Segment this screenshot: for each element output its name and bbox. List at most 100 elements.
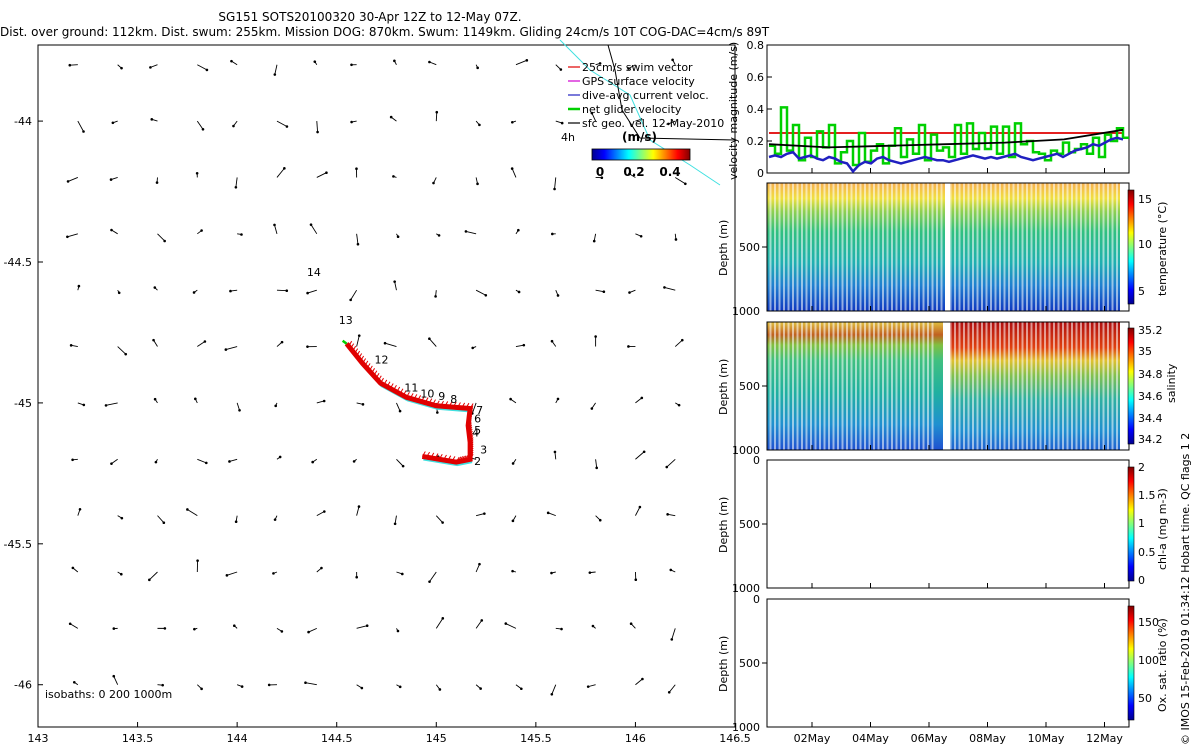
geo-velocity-vector-head <box>556 397 560 401</box>
geo-velocity-vector-head <box>232 624 236 628</box>
swim-vector <box>434 453 439 459</box>
swim-vector <box>459 456 464 462</box>
swim-vector <box>380 377 384 384</box>
geo-velocity-vector-head <box>389 115 393 119</box>
swim-vector <box>469 434 474 441</box>
swim-vector <box>469 443 474 449</box>
map-xtick-label: 144 <box>227 732 248 745</box>
swim-vector <box>364 360 369 367</box>
swim-vector <box>371 368 375 374</box>
salinity-cbar-tick-34-2: 34.2 <box>1138 433 1163 446</box>
geo-velocity-vector <box>308 627 317 633</box>
geo-velocity-vector-head <box>240 685 244 688</box>
geo-velocity-vector-head <box>638 505 642 509</box>
colorbar-units-label: (m/s) <box>622 130 657 144</box>
geo-velocity-vector-head <box>484 293 488 297</box>
geo-velocity-vector <box>157 515 165 524</box>
oxygen-ytick-label-0: 0 <box>753 593 760 606</box>
geo-velocity-vector-head <box>234 185 238 189</box>
geo-velocity-vector-head <box>640 396 644 400</box>
geo-velocity-vector-head <box>591 624 595 628</box>
geo-velocity-vector-head <box>674 238 678 241</box>
geo-velocity-vector <box>664 286 676 291</box>
date-tick-label: 04May <box>852 732 889 745</box>
figure-title-line-2: Dist. over ground: 112km. Dist. swum: 25… <box>0 25 770 39</box>
chla-y-label: Depth (m) <box>717 497 730 553</box>
geo-velocity-vector-head <box>600 176 604 180</box>
track-day-label: 5 <box>474 424 481 437</box>
swim-vector <box>393 384 397 391</box>
geo-velocity-vector-head <box>111 121 115 125</box>
geo-velocity-vector-head <box>124 352 128 356</box>
geo-velocity-vector-head <box>149 66 152 69</box>
geo-velocity-vector-head <box>464 230 468 233</box>
temperature-colorbar <box>1127 189 1135 305</box>
swim-vector <box>468 430 473 437</box>
geo-velocity-vector <box>67 177 78 182</box>
geo-velocity-vector-head <box>104 404 108 407</box>
map-ytick-label: -46 <box>14 679 32 692</box>
chla-colorbar <box>1127 466 1135 582</box>
geo-velocity-vector-head <box>471 346 474 350</box>
geo-velocity-vector-head <box>553 187 556 191</box>
geo-velocity-vector-head <box>590 407 594 410</box>
salinity-cbar-tick-34-6: 34.6 <box>1138 390 1163 403</box>
track-day-label: 11 <box>404 382 418 395</box>
geo-velocity-vector-head <box>509 397 512 401</box>
swim-vector <box>468 424 473 430</box>
geo-velocity-vector-head <box>393 280 396 283</box>
swim-vector <box>368 365 373 372</box>
geo-velocity-vector-head <box>671 58 674 62</box>
velocity-series-dive-avg <box>768 136 1124 174</box>
swim-vector <box>405 392 410 398</box>
swim-vector <box>383 379 388 386</box>
legend-sfc-geo-velocity: sfc geo. vel. 12-May-2010 <box>582 117 724 130</box>
geo-velocity-vector-head <box>480 619 484 622</box>
swim-vector <box>469 405 474 411</box>
salinity-section-panel: 500 1000 Depth (m) 34.2 34.4 34.6 34.8 3… <box>717 321 1178 457</box>
track-day-label: 9 <box>438 390 445 403</box>
geo-velocity-vector-head <box>68 63 72 67</box>
geo-velocity-vector-head <box>304 681 307 685</box>
salinity-cbar-tick-34-4: 34.4 <box>1138 412 1163 425</box>
geo-velocity-vector-head <box>517 290 521 294</box>
figure-title-line-1: SG151 SOTS20100320 30-Apr 12Z to 12-May … <box>218 10 522 24</box>
geo-velocity-vector <box>635 397 643 404</box>
swim-vector <box>420 396 425 402</box>
geo-velocity-vector-head <box>667 690 671 694</box>
geo-velocity-vector <box>548 512 556 517</box>
geo-velocity-vector-head <box>684 182 687 186</box>
geo-velocity-vector <box>197 458 207 464</box>
date-tick-label: 10May <box>1028 732 1065 745</box>
geo-velocity-vector-head <box>110 228 113 232</box>
geo-velocity-vector-head <box>553 450 557 454</box>
swim-vector <box>469 447 474 454</box>
geo-velocity-vector-head <box>322 399 326 403</box>
geo-velocity-vector <box>305 682 317 686</box>
geo-velocity-vector-head <box>204 461 208 465</box>
date-tick-label: 02May <box>794 732 831 745</box>
geo-velocity-vector-head <box>401 572 404 576</box>
swim-vector <box>448 401 453 408</box>
geostrophic-velocity-vectors <box>66 58 687 696</box>
geo-velocity-vector-head <box>669 568 673 572</box>
geo-velocity-vector <box>356 233 359 245</box>
geo-velocity-vector-head <box>349 298 352 302</box>
salinity-cbar-tick-35: 35 <box>1138 345 1152 358</box>
geo-velocity-vector-head <box>511 462 515 465</box>
geo-velocity-vector-head <box>511 519 515 523</box>
geo-velocity-vector-head <box>511 120 514 124</box>
geo-velocity-vector-head <box>110 462 113 465</box>
swim-vector <box>447 455 452 461</box>
geo-velocity-vector-head <box>556 294 560 297</box>
oxygen-ytick-label-1000: 1000 <box>732 721 760 734</box>
geo-velocity-vector-head <box>680 338 684 342</box>
geo-velocity-vector <box>316 172 327 178</box>
swim-vector <box>435 400 440 406</box>
temperature-ytick-label-1000: 1000 <box>732 305 760 318</box>
swim-vector <box>417 395 422 401</box>
geo-velocity-vector-head <box>550 692 554 696</box>
velocity-series-net-glider <box>769 106 1129 167</box>
geo-velocity-vector <box>511 168 517 178</box>
geo-velocity-vector <box>635 678 643 686</box>
